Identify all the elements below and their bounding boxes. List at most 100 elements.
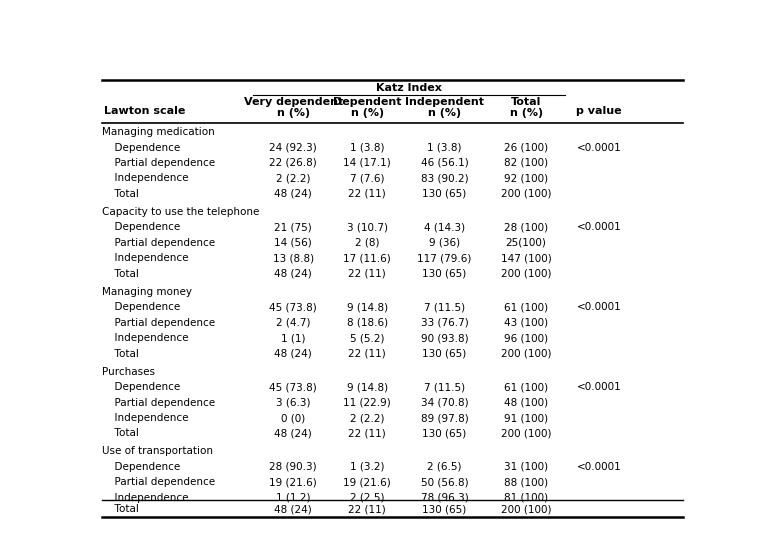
Text: Very dependent: Very dependent xyxy=(244,97,342,107)
Text: 200 (100): 200 (100) xyxy=(501,349,552,358)
Text: 28 (90.3): 28 (90.3) xyxy=(270,462,317,472)
Text: 91 (100): 91 (100) xyxy=(504,413,548,423)
Text: 117 (79.6): 117 (79.6) xyxy=(417,254,472,263)
Text: Partial dependence: Partial dependence xyxy=(107,477,214,488)
Text: Independence: Independence xyxy=(107,413,188,423)
Text: 33 (76.7): 33 (76.7) xyxy=(421,318,468,327)
Text: 50 (56.8): 50 (56.8) xyxy=(421,477,468,488)
Text: 14 (17.1): 14 (17.1) xyxy=(343,158,391,168)
Text: Total: Total xyxy=(107,428,139,439)
Text: 28 (100): 28 (100) xyxy=(504,223,548,232)
Text: 1 (3.8): 1 (3.8) xyxy=(350,142,385,153)
Text: 9 (14.8): 9 (14.8) xyxy=(347,302,388,312)
Text: 130 (65): 130 (65) xyxy=(422,349,466,358)
Text: 48 (24): 48 (24) xyxy=(274,504,312,514)
Text: 82 (100): 82 (100) xyxy=(504,158,548,168)
Text: 130 (65): 130 (65) xyxy=(422,269,466,279)
Text: 43 (100): 43 (100) xyxy=(504,318,548,327)
Text: 7 (7.6): 7 (7.6) xyxy=(350,173,385,184)
Text: 130 (65): 130 (65) xyxy=(422,189,466,199)
Text: 22 (11): 22 (11) xyxy=(349,504,386,514)
Text: 22 (11): 22 (11) xyxy=(349,349,386,358)
Text: 1 (1.2): 1 (1.2) xyxy=(276,493,310,503)
Text: 4 (14.3): 4 (14.3) xyxy=(424,223,465,232)
Text: Total: Total xyxy=(107,349,139,358)
Text: Dependence: Dependence xyxy=(107,462,180,472)
Text: 1 (3.2): 1 (3.2) xyxy=(350,462,385,472)
Text: 2 (2.5): 2 (2.5) xyxy=(350,493,385,503)
Text: 11 (22.9): 11 (22.9) xyxy=(343,397,391,408)
Text: 2 (2.2): 2 (2.2) xyxy=(276,173,310,184)
Text: 147 (100): 147 (100) xyxy=(501,254,552,263)
Text: Independence: Independence xyxy=(107,173,188,184)
Text: Independence: Independence xyxy=(107,333,188,343)
Text: Katz Index: Katz Index xyxy=(376,83,442,93)
Text: Independence: Independence xyxy=(107,254,188,263)
Text: Total: Total xyxy=(107,504,139,514)
Text: 22 (11): 22 (11) xyxy=(349,428,386,439)
Text: 22 (11): 22 (11) xyxy=(349,189,386,199)
Text: 34 (70.8): 34 (70.8) xyxy=(421,397,468,408)
Text: 13 (8.8): 13 (8.8) xyxy=(273,254,314,263)
Text: <0.0001: <0.0001 xyxy=(577,302,621,312)
Text: Partial dependence: Partial dependence xyxy=(107,318,214,327)
Text: p value: p value xyxy=(576,106,622,116)
Text: Partial dependence: Partial dependence xyxy=(107,397,214,408)
Text: 2 (2.2): 2 (2.2) xyxy=(350,413,385,423)
Text: Managing money: Managing money xyxy=(103,287,192,297)
Text: 0 (0): 0 (0) xyxy=(281,413,306,423)
Text: 31 (100): 31 (100) xyxy=(504,462,548,472)
Text: 3 (6.3): 3 (6.3) xyxy=(276,397,310,408)
Text: Dependence: Dependence xyxy=(107,142,180,153)
Text: Total: Total xyxy=(107,189,139,199)
Text: Independence: Independence xyxy=(107,493,188,503)
Text: Capacity to use the telephone: Capacity to use the telephone xyxy=(103,207,260,217)
Text: 48 (24): 48 (24) xyxy=(274,349,312,358)
Text: 61 (100): 61 (100) xyxy=(504,302,548,312)
Text: n (%): n (%) xyxy=(509,108,542,118)
Text: 3 (10.7): 3 (10.7) xyxy=(347,223,388,232)
Text: 81 (100): 81 (100) xyxy=(504,493,548,503)
Text: n (%): n (%) xyxy=(277,108,309,118)
Text: 83 (90.2): 83 (90.2) xyxy=(421,173,468,184)
Text: 24 (92.3): 24 (92.3) xyxy=(270,142,317,153)
Text: 22 (26.8): 22 (26.8) xyxy=(270,158,317,168)
Text: 200 (100): 200 (100) xyxy=(501,269,552,279)
Text: 200 (100): 200 (100) xyxy=(501,189,552,199)
Text: Dependence: Dependence xyxy=(107,223,180,232)
Text: 46 (56.1): 46 (56.1) xyxy=(421,158,468,168)
Text: 5 (5.2): 5 (5.2) xyxy=(350,333,385,343)
Text: 45 (73.8): 45 (73.8) xyxy=(270,302,317,312)
Text: 200 (100): 200 (100) xyxy=(501,504,552,514)
Text: 130 (65): 130 (65) xyxy=(422,428,466,439)
Text: 2 (8): 2 (8) xyxy=(355,238,380,248)
Text: 89 (97.8): 89 (97.8) xyxy=(421,413,468,423)
Text: Use of transportation: Use of transportation xyxy=(103,446,213,457)
Text: 21 (75): 21 (75) xyxy=(274,223,312,232)
Text: 22 (11): 22 (11) xyxy=(349,269,386,279)
Text: n (%): n (%) xyxy=(351,108,384,118)
Text: Purchases: Purchases xyxy=(103,367,155,377)
Text: 78 (96.3): 78 (96.3) xyxy=(421,493,468,503)
Text: 9 (36): 9 (36) xyxy=(429,238,460,248)
Text: 19 (21.6): 19 (21.6) xyxy=(270,477,317,488)
Text: 48 (24): 48 (24) xyxy=(274,428,312,439)
Text: Dependence: Dependence xyxy=(107,382,180,392)
Text: 48 (100): 48 (100) xyxy=(504,397,548,408)
Text: Managing medication: Managing medication xyxy=(103,127,215,137)
Text: 90 (93.8): 90 (93.8) xyxy=(421,333,468,343)
Text: 8 (18.6): 8 (18.6) xyxy=(347,318,388,327)
Text: 48 (24): 48 (24) xyxy=(274,269,312,279)
Text: Independent: Independent xyxy=(405,97,484,107)
Text: <0.0001: <0.0001 xyxy=(577,142,621,153)
Text: <0.0001: <0.0001 xyxy=(577,223,621,232)
Text: 130 (65): 130 (65) xyxy=(422,504,466,514)
Text: Total: Total xyxy=(511,97,542,107)
Text: Partial dependence: Partial dependence xyxy=(107,158,214,168)
Text: 61 (100): 61 (100) xyxy=(504,382,548,392)
Text: 48 (24): 48 (24) xyxy=(274,189,312,199)
Text: Dependence: Dependence xyxy=(107,302,180,312)
Text: Total: Total xyxy=(107,269,139,279)
Text: 14 (56): 14 (56) xyxy=(274,238,312,248)
Text: 9 (14.8): 9 (14.8) xyxy=(347,382,388,392)
